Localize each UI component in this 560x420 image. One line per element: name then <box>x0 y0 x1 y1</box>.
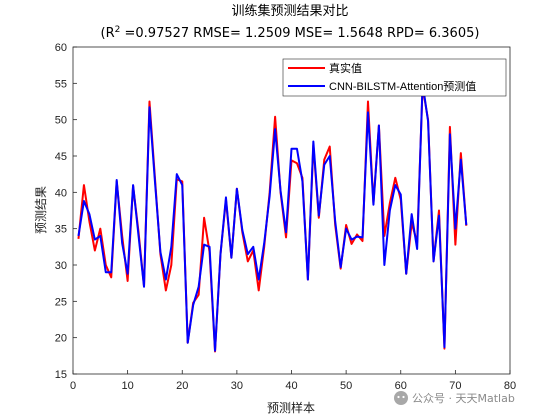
subtitle-metrics: =0.97527 RMSE= 1.2509 MSE= 1.5648 RPD= 6… <box>120 26 479 41</box>
x-tick-label: 0 <box>70 380 76 392</box>
series-layer <box>77 82 468 353</box>
y-tick-label: 30 <box>55 260 67 272</box>
subtitle-r-prefix: (R <box>101 26 115 41</box>
x-tick-label: 40 <box>285 380 297 392</box>
legend-label-predicted-values: CNN-BILSTM-Attention预测值 <box>329 80 476 93</box>
y-tick-label: 45 <box>55 151 67 163</box>
y-tick-label: 25 <box>55 296 67 308</box>
y-tick-label: 55 <box>55 78 67 90</box>
y-tick-label: 40 <box>55 187 67 199</box>
x-axis-label: 预测样本 <box>267 400 315 415</box>
chart-subtitle: (R2 =0.97527 RMSE= 1.2509 MSE= 1.5648 RP… <box>101 25 480 41</box>
wechat-icon-eye-left <box>397 395 400 399</box>
y-tick-label: 35 <box>55 224 67 236</box>
watermark-text: 公众号 · 天天Matlab <box>412 392 515 405</box>
y-tick-label: 60 <box>55 42 67 54</box>
x-tick-label: 50 <box>340 380 352 392</box>
watermark: 公众号 · 天天Matlab <box>394 391 515 405</box>
legend: 真实值 CNN-BILSTM-Attention预测值 <box>282 58 507 97</box>
wechat-icon <box>394 391 408 405</box>
legend-label-true-values: 真实值 <box>329 61 362 75</box>
x-tick-label: 20 <box>176 380 188 392</box>
subtitle-r-superscript: 2 <box>115 25 121 35</box>
x-axis: 0 10 20 30 40 50 60 70 80 <box>70 370 516 392</box>
x-tick-label: 30 <box>231 380 243 392</box>
y-axis-label: 预测结果 <box>34 186 48 234</box>
y-axis: 15 20 25 30 35 40 45 50 55 60 <box>55 42 77 381</box>
x-tick-label: 10 <box>122 380 134 392</box>
series-line-predicted-values <box>77 82 468 352</box>
y-tick-label: 20 <box>55 333 67 345</box>
x-tick-label: 60 <box>395 380 407 392</box>
wechat-icon-eye-right <box>402 395 405 399</box>
legend-box <box>282 58 507 97</box>
chart-title: 训练集预测结果对比 <box>231 3 348 19</box>
x-tick-label: 70 <box>449 380 461 392</box>
y-tick-label: 15 <box>55 369 67 381</box>
x-tick-label: 80 <box>504 380 516 392</box>
y-tick-label: 50 <box>55 115 67 127</box>
